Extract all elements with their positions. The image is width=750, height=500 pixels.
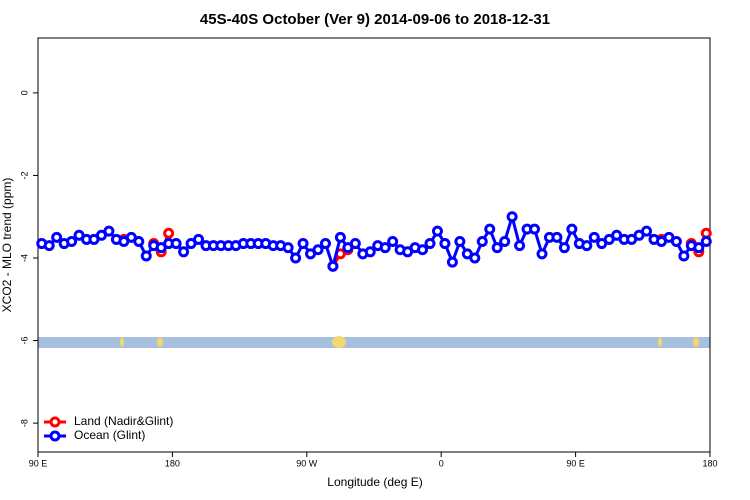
point [693, 242, 705, 254]
point [700, 235, 712, 247]
point [484, 223, 496, 235]
x-tick-label: 180 [165, 458, 180, 468]
x-tick-label: 90 E [29, 458, 48, 468]
x-tick-label: 90 W [296, 458, 318, 468]
point [424, 238, 436, 250]
point [290, 252, 302, 264]
legend-label: Ocean (Glint) [74, 428, 145, 442]
point [297, 238, 309, 250]
y-tick-label: -6 [19, 337, 29, 345]
point [178, 246, 190, 258]
point [581, 240, 593, 252]
point [641, 225, 653, 237]
y-tick-label: -4 [19, 254, 29, 262]
x-tick-label: 0 [439, 458, 444, 468]
point [193, 233, 205, 245]
point [140, 250, 152, 262]
x-tick-label: 90 E [566, 458, 585, 468]
legend-marker [49, 430, 61, 442]
point [446, 256, 458, 268]
point [103, 225, 115, 237]
point [514, 240, 526, 252]
point [566, 223, 578, 235]
point [51, 231, 63, 243]
point [364, 246, 376, 258]
point [536, 248, 548, 260]
point [282, 242, 294, 254]
point [379, 242, 391, 254]
point [678, 250, 690, 262]
point [133, 235, 145, 247]
point [558, 242, 570, 254]
point [431, 225, 443, 237]
point [417, 244, 429, 256]
chart-title: 45S-40S October (Ver 9) 2014-09-06 to 20… [200, 11, 550, 28]
point [170, 238, 182, 250]
land-mask-strip [38, 336, 710, 348]
point [312, 244, 324, 256]
point [43, 240, 55, 252]
point [529, 223, 541, 235]
point [334, 231, 346, 243]
point [551, 231, 563, 243]
y-axis-label: XCO2 - MLO trend (ppm) [0, 178, 14, 313]
y-tick-label: -2 [19, 171, 29, 179]
point [319, 238, 331, 250]
legend-marker [49, 416, 61, 428]
point [439, 238, 451, 250]
y-tick-label: 0 [19, 90, 29, 95]
point [476, 235, 488, 247]
point [454, 235, 466, 247]
x-tick-label: 180 [702, 458, 717, 468]
point [327, 260, 339, 272]
point [163, 227, 175, 239]
point [506, 211, 518, 223]
point [588, 231, 600, 243]
y-tick-label: -8 [19, 419, 29, 427]
x-axis-label: Longitude (deg E) [327, 475, 422, 489]
point [66, 235, 78, 247]
point [670, 235, 682, 247]
point [469, 252, 481, 264]
point [349, 238, 361, 250]
point [491, 242, 503, 254]
point [499, 235, 511, 247]
point [387, 235, 399, 247]
legend-label: Land (Nadir&Glint) [74, 414, 173, 428]
